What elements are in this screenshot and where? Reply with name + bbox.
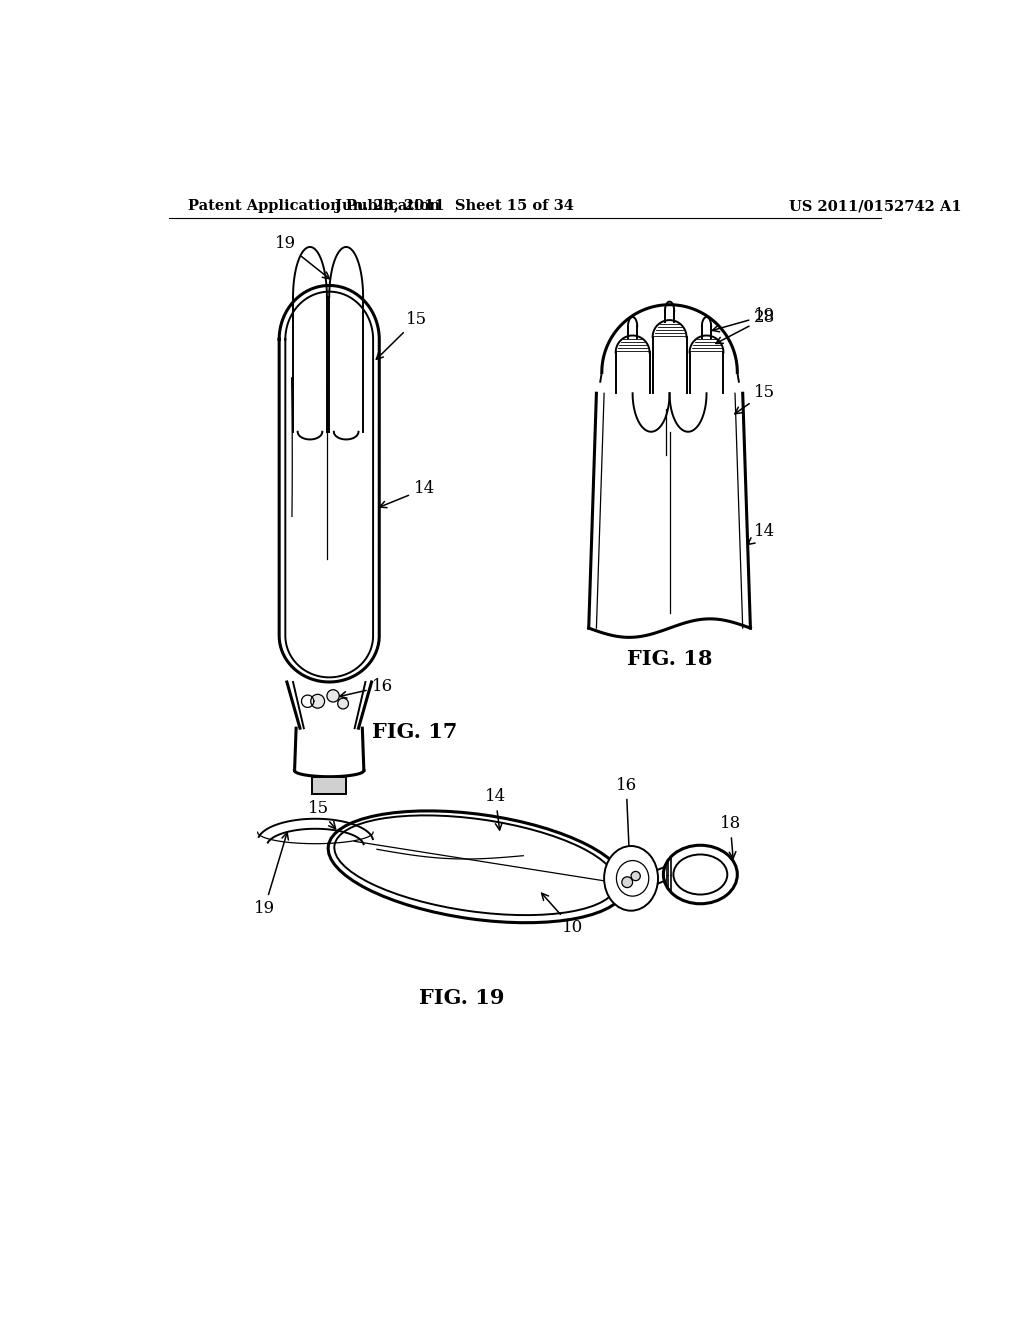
Circle shape [327, 690, 339, 702]
Text: FIG. 17: FIG. 17 [372, 722, 457, 742]
Text: FIG. 18: FIG. 18 [627, 649, 713, 669]
Circle shape [631, 871, 640, 880]
Text: FIG. 19: FIG. 19 [419, 987, 505, 1007]
Bar [312, 776, 346, 793]
Text: 28: 28 [716, 309, 775, 343]
Circle shape [622, 876, 633, 887]
Text: 14: 14 [484, 788, 506, 830]
Text: 19: 19 [275, 235, 330, 279]
Text: 15: 15 [735, 384, 775, 413]
Text: 10: 10 [542, 894, 583, 936]
Text: US 2011/0152742 A1: US 2011/0152742 A1 [788, 199, 962, 213]
Text: 18: 18 [720, 816, 740, 858]
Text: 19: 19 [713, 308, 775, 331]
Text: 14: 14 [748, 523, 775, 544]
Text: 14: 14 [380, 480, 435, 508]
Text: Patent Application Publication: Patent Application Publication [188, 199, 440, 213]
Text: 15: 15 [307, 800, 336, 829]
Ellipse shape [329, 810, 626, 923]
Text: 16: 16 [340, 678, 392, 698]
Circle shape [310, 694, 325, 708]
Circle shape [338, 698, 348, 709]
Ellipse shape [674, 854, 727, 895]
Text: 19: 19 [254, 833, 289, 917]
Text: Jun. 23, 2011  Sheet 15 of 34: Jun. 23, 2011 Sheet 15 of 34 [335, 199, 573, 213]
Text: 16: 16 [615, 776, 637, 890]
Text: 15: 15 [376, 312, 427, 359]
Ellipse shape [604, 846, 658, 911]
